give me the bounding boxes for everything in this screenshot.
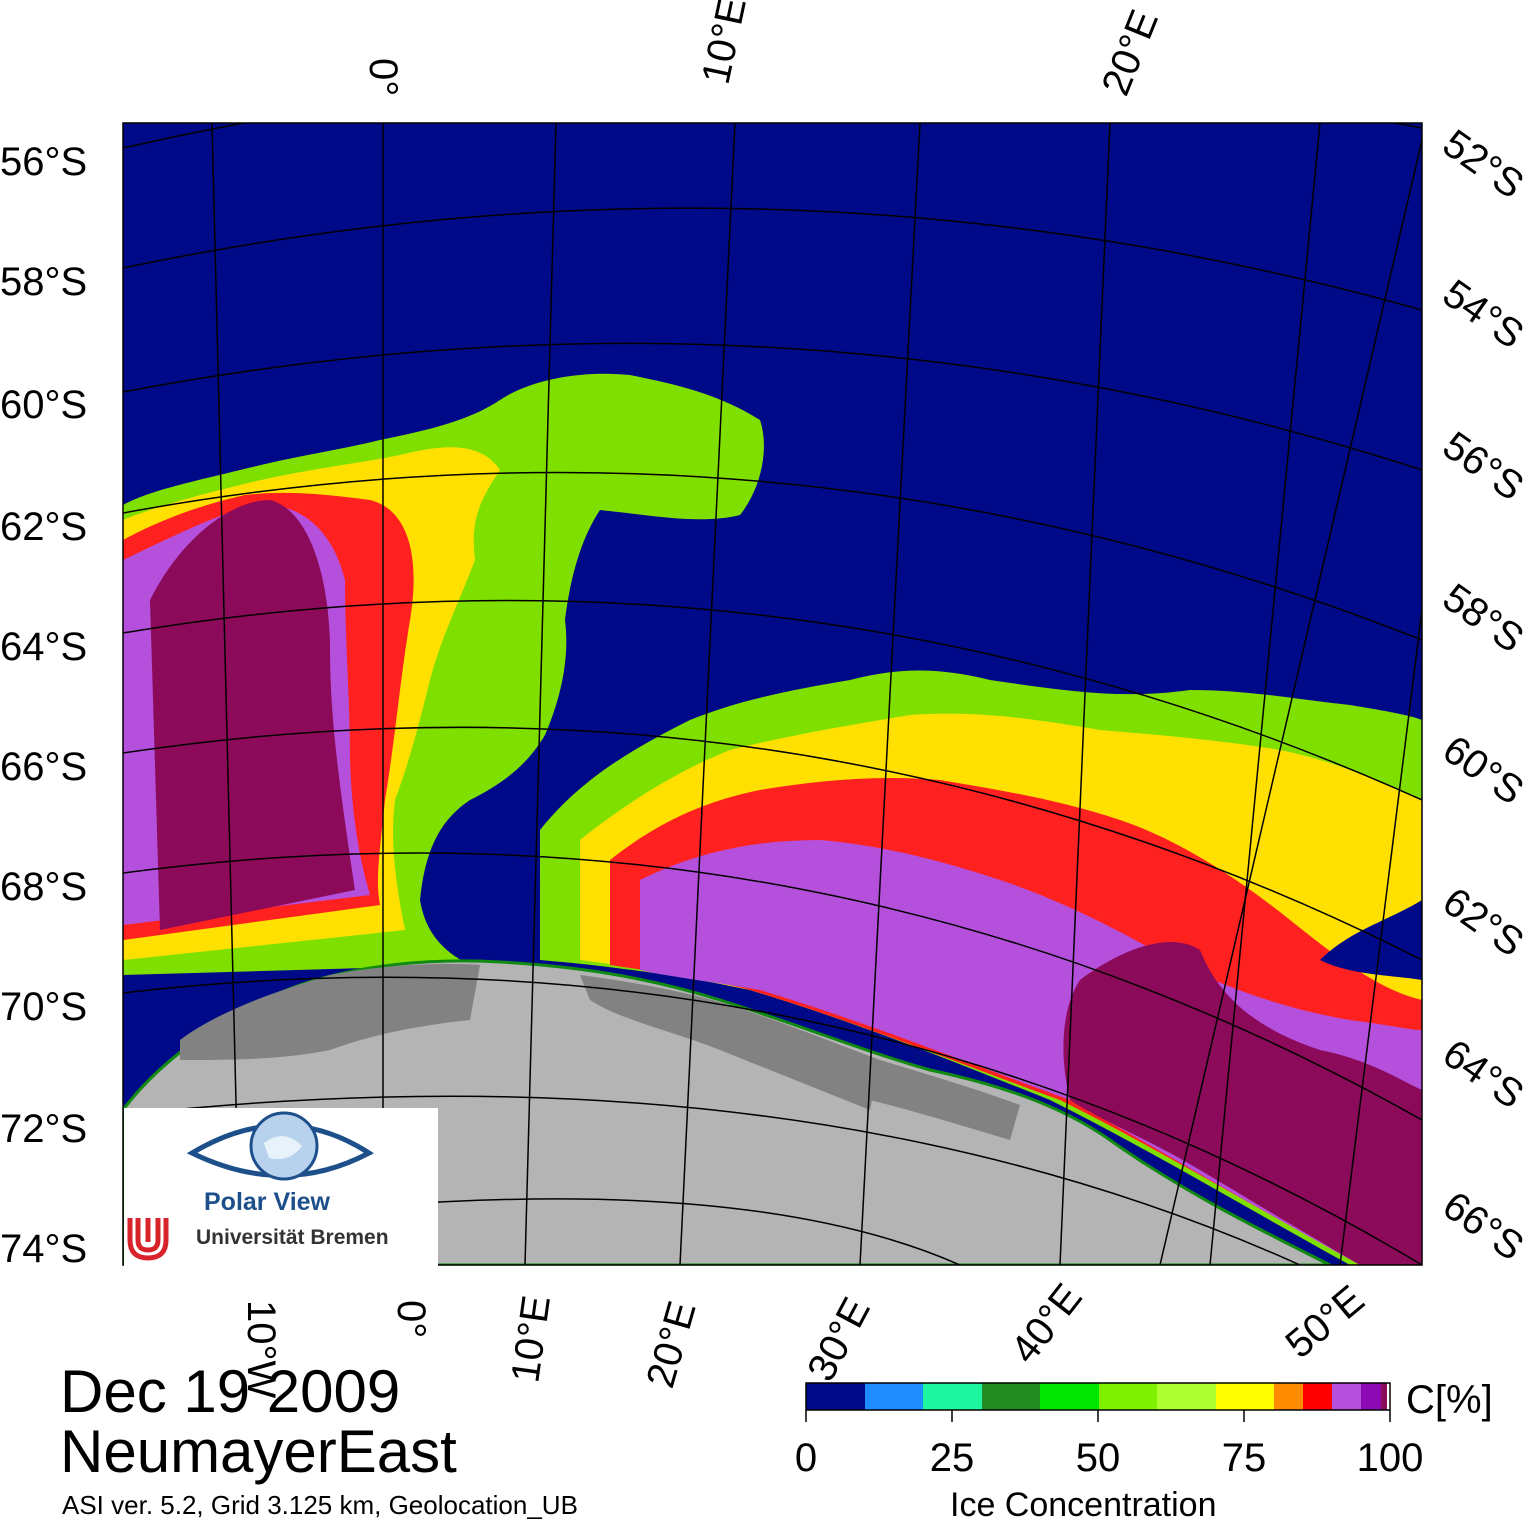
date-label: Dec 19 2009 — [60, 1358, 401, 1425]
lon-label-top: 20°E — [1094, 4, 1167, 101]
logo-panel: Polar View Universität Bremen — [124, 1108, 438, 1266]
colorbar-tick-label: 25 — [929, 1436, 975, 1480]
lat-label-left: 66°S — [0, 745, 87, 789]
colorbar-unit: C[%] — [1406, 1378, 1493, 1422]
ice-region-east — [540, 670, 1422, 1265]
lat-label-left: 58°S — [0, 260, 87, 304]
colorbar-tick-label: 50 — [1075, 1436, 1121, 1480]
colorbar-segment — [1274, 1383, 1303, 1410]
lon-label-bottom: 0° — [389, 1300, 433, 1338]
lon-label-top: 10°E — [694, 0, 755, 88]
colorbar-segment — [923, 1383, 982, 1410]
lat-label-right: 62°S — [1435, 879, 1532, 965]
lon-label-bottom: 30°E — [799, 1291, 879, 1389]
colorbar-title: Ice Concentration — [950, 1486, 1217, 1524]
lat-label-left: 62°S — [0, 505, 87, 549]
polar-view-eye-icon — [127, 1111, 374, 1261]
university-bremen-logo-icon — [127, 1216, 169, 1261]
product-info: ASI ver. 5.2, Grid 3.125 km, Geolocation… — [62, 1490, 578, 1520]
lon-label-bottom: 10°W — [239, 1300, 283, 1398]
colorbar-segment — [865, 1383, 923, 1410]
lat-label-right: 64°S — [1435, 1031, 1532, 1117]
lat-label-left: 68°S — [0, 865, 87, 909]
colorbar-segment — [1157, 1383, 1216, 1410]
lat-label-left: 74°S — [0, 1227, 87, 1271]
lat-label-right: 54°S — [1435, 271, 1532, 357]
colorbar-segment — [1099, 1383, 1157, 1410]
lat-label-left: 72°S — [0, 1107, 87, 1151]
logo-polar-view-text: Polar View — [204, 1188, 330, 1216]
lon-label-bottom: 40°E — [1002, 1276, 1090, 1372]
lat-label-left: 64°S — [0, 625, 87, 669]
colorbar — [805, 1382, 1391, 1422]
lat-label-right: 66°S — [1435, 1183, 1532, 1269]
lon-label-bottom: 20°E — [638, 1297, 704, 1393]
lat-label-right: 58°S — [1435, 575, 1532, 661]
lat-label-left: 56°S — [0, 140, 87, 184]
lat-label-left: 70°S — [0, 985, 87, 1029]
lat-label-right: 56°S — [1435, 423, 1532, 509]
colorbar-segment — [982, 1383, 1040, 1410]
lon-label-bottom: 50°E — [1278, 1277, 1373, 1367]
colorbar-segment — [1381, 1383, 1387, 1410]
lat-label-left: 60°S — [0, 383, 87, 427]
colorbar-tick-label: 100 — [1356, 1436, 1424, 1480]
lat-label-right: 60°S — [1435, 727, 1532, 813]
colorbar-segment — [1361, 1383, 1381, 1410]
colorbar-tick-label: 0 — [794, 1436, 818, 1480]
colorbar-segment — [806, 1383, 865, 1410]
colorbar-tick-label: 75 — [1221, 1436, 1267, 1480]
lon-label-top: 0° — [361, 58, 405, 96]
colorbar-segment — [1040, 1383, 1099, 1410]
colorbar-segment — [1332, 1383, 1361, 1410]
colorbar-segment — [1216, 1383, 1274, 1410]
lat-label-right: 52°S — [1435, 121, 1532, 207]
colorbar-segment — [1303, 1383, 1332, 1410]
lon-label-bottom: 10°E — [503, 1293, 559, 1385]
logo-university-text: Universität Bremen — [196, 1226, 389, 1249]
map-frame — [122, 122, 1423, 1266]
colorbar-segment — [1387, 1383, 1390, 1410]
ice-region-west — [123, 373, 764, 975]
region-label: NeumayerEast — [60, 1418, 457, 1485]
graticule — [123, 123, 1422, 1265]
